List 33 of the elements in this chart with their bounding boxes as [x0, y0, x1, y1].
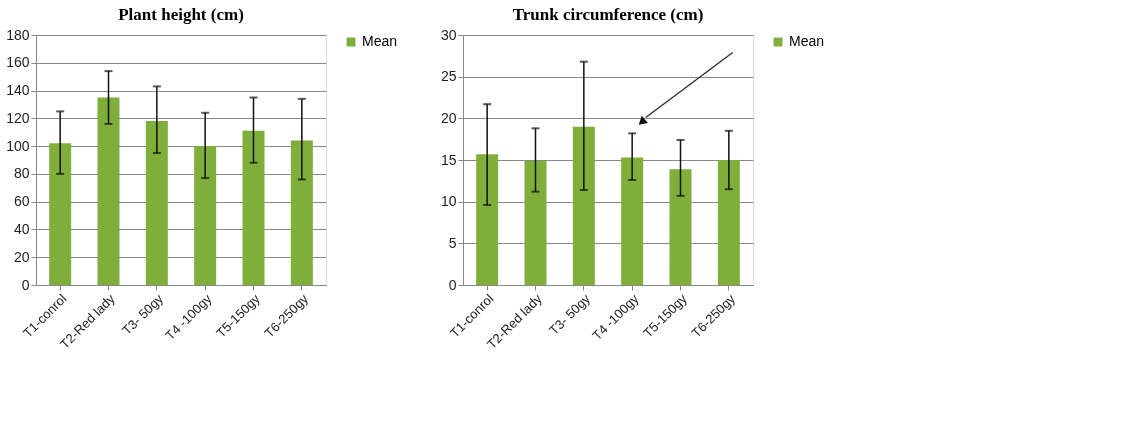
y-tick-label: 80	[13, 165, 30, 182]
y-tick-label: 120	[6, 109, 30, 126]
y-tick-label: 20	[13, 248, 30, 265]
bar	[717, 160, 740, 285]
y-tick-label: 160	[6, 54, 30, 71]
bar	[572, 126, 595, 285]
y-tick-label: 30	[440, 26, 457, 43]
bar	[145, 121, 168, 285]
bar	[97, 97, 120, 285]
bar	[669, 169, 692, 285]
legend-label: Mean	[362, 33, 398, 49]
y-tick-label: 5	[448, 234, 457, 251]
bar	[49, 143, 72, 285]
chart-title: Plant height (cm)	[118, 5, 244, 24]
bar	[524, 160, 547, 285]
legend-label: Mean	[789, 33, 825, 49]
bar	[194, 146, 217, 285]
y-tick-label: 40	[13, 220, 30, 237]
y-tick-label: 20	[440, 109, 457, 126]
y-tick-label: 60	[13, 193, 30, 210]
chart-title: Trunk circumference (cm)	[512, 5, 704, 24]
y-tick-label: 100	[6, 137, 30, 154]
y-tick-label: 180	[6, 26, 30, 43]
y-tick-label: 25	[440, 68, 457, 85]
y-tick-label: 0	[21, 276, 30, 293]
bar	[621, 157, 644, 285]
y-tick-label: 0	[448, 276, 457, 293]
bar	[476, 154, 499, 285]
bar	[242, 130, 265, 285]
y-tick-label: 15	[440, 151, 457, 168]
bar	[290, 140, 313, 285]
y-tick-label: 10	[440, 193, 457, 210]
y-tick-label: 140	[6, 82, 30, 99]
